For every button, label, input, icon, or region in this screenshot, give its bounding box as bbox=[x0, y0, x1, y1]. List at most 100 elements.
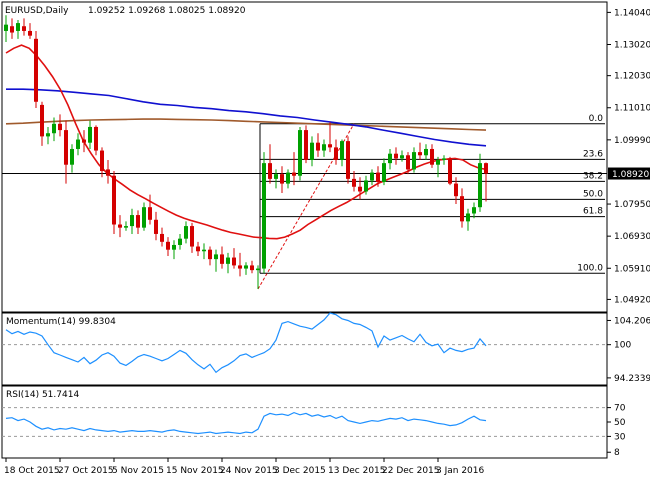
candle-body bbox=[16, 23, 20, 31]
fib-level-label: 23.6 bbox=[583, 149, 603, 159]
candle-body bbox=[58, 123, 62, 131]
ma-mid-line bbox=[6, 88, 487, 147]
candle-body bbox=[106, 169, 110, 176]
fib-level-label: 50.0 bbox=[583, 189, 603, 199]
trendline bbox=[257, 123, 355, 290]
ma-slow-line bbox=[5, 118, 487, 131]
y-tick-label: 1.14040 bbox=[614, 8, 650, 18]
candle-body bbox=[76, 139, 80, 149]
candle-body bbox=[238, 265, 242, 269]
x-tick-label: 13 Dec 2015 bbox=[328, 466, 386, 476]
candle-body bbox=[484, 163, 488, 174]
candle-body bbox=[376, 172, 380, 183]
panel-frame-rsi bbox=[1, 385, 608, 459]
candle-body bbox=[454, 183, 458, 197]
momentum-y-tick-label: 104.2067 bbox=[614, 316, 650, 326]
candle-body bbox=[94, 126, 98, 151]
panel-frame-mom bbox=[1, 312, 608, 386]
x-tick-label: 15 Nov 2015 bbox=[166, 466, 224, 476]
x-tick-label: 18 Oct 2015 bbox=[4, 466, 60, 476]
candle-body bbox=[4, 24, 8, 31]
fib-level-label: 100.0 bbox=[577, 263, 603, 273]
candle-body bbox=[88, 126, 92, 143]
candle-body bbox=[292, 172, 296, 176]
fib-level-label: 61.8 bbox=[583, 207, 603, 217]
panel-frames bbox=[1, 1, 608, 459]
fib-level-label: 38.2 bbox=[583, 171, 603, 181]
candle-body bbox=[472, 207, 476, 214]
candle-body bbox=[340, 141, 344, 160]
candle-body bbox=[202, 249, 206, 252]
rsi-y-tick-label: 50 bbox=[614, 418, 626, 428]
x-tick-label: 3 Jan 2016 bbox=[436, 466, 484, 476]
candle-body bbox=[100, 150, 104, 172]
x-tick-label: 3 Dec 2015 bbox=[274, 466, 326, 476]
candle-body bbox=[166, 241, 170, 250]
candle-body bbox=[280, 174, 284, 184]
candle-body bbox=[358, 186, 362, 192]
ma-fast-line bbox=[5, 44, 487, 240]
candle-body bbox=[430, 148, 434, 165]
fib-level-label: 0.0 bbox=[589, 114, 604, 124]
candle-body bbox=[286, 172, 290, 184]
y-tick-label: 1.12030 bbox=[614, 72, 650, 82]
candle-body bbox=[124, 226, 128, 228]
candle-body bbox=[406, 155, 410, 170]
candle-body bbox=[154, 219, 158, 234]
rsi-y-tick-label: 8 bbox=[614, 448, 620, 458]
candle-body bbox=[448, 158, 452, 184]
candle-body bbox=[442, 158, 446, 160]
candle-body bbox=[310, 142, 314, 160]
candle-body bbox=[244, 265, 248, 269]
candle-body bbox=[142, 207, 146, 228]
y-tick-label: 1.09990 bbox=[614, 136, 650, 146]
candle-body bbox=[298, 130, 302, 176]
candle-body bbox=[70, 148, 74, 165]
candle-body bbox=[322, 144, 326, 151]
candle-body bbox=[118, 224, 122, 228]
momentum-title: Momentum(14) 99.8304 bbox=[6, 317, 116, 327]
candle-body bbox=[304, 130, 308, 160]
candle-body bbox=[370, 172, 374, 181]
candle-body bbox=[352, 178, 356, 187]
candle-body bbox=[274, 174, 278, 179]
rsi-title: RSI(14) 51.7414 bbox=[6, 390, 79, 400]
candle-body bbox=[388, 153, 392, 164]
candle-body bbox=[52, 123, 56, 134]
y-tick-label: 1.04920 bbox=[614, 295, 650, 305]
candle-body bbox=[436, 159, 440, 165]
candle-body bbox=[334, 147, 338, 160]
chart-header-ohlc: 1.09252 1.09268 1.08025 1.08920 bbox=[88, 6, 246, 16]
chart-header-symbol: EURUSD,Daily bbox=[5, 6, 69, 16]
candle-body bbox=[364, 180, 368, 192]
candle-body bbox=[226, 257, 230, 264]
momentum-panel: 104.2067 100 94.2339 Momentum(14) 99.8304 bbox=[2, 312, 650, 384]
candle-body bbox=[82, 139, 86, 143]
candle-body bbox=[130, 215, 134, 227]
x-tick-label: 24 Nov 2015 bbox=[220, 466, 278, 476]
candle-body bbox=[196, 246, 200, 252]
candle-body bbox=[394, 153, 398, 159]
y-tick-label: 1.05910 bbox=[614, 264, 650, 274]
candle-body bbox=[136, 215, 140, 228]
candle-body bbox=[160, 233, 164, 242]
candle-body bbox=[22, 26, 26, 31]
candle-body bbox=[178, 238, 182, 245]
y-tick-label: 1.11010 bbox=[614, 104, 650, 114]
candle-body bbox=[232, 257, 236, 266]
y-tick-label: 1.07950 bbox=[614, 200, 650, 210]
candle-body bbox=[220, 254, 224, 264]
x-tick-label: 22 Dec 2015 bbox=[382, 466, 440, 476]
candle-body bbox=[412, 152, 416, 170]
candle-body bbox=[382, 163, 386, 183]
x-tick-label: 27 Oct 2015 bbox=[58, 466, 114, 476]
candle-body bbox=[46, 133, 50, 137]
candle-body bbox=[34, 38, 38, 102]
candle-body bbox=[256, 268, 260, 271]
main-price-panel: 1.14040 1.13020 1.12030 1.11010 1.09990 1.079… bbox=[2, 6, 650, 305]
panel-frame-main bbox=[1, 1, 608, 313]
momentum-y-tick-label: 94.2339 bbox=[614, 374, 650, 384]
